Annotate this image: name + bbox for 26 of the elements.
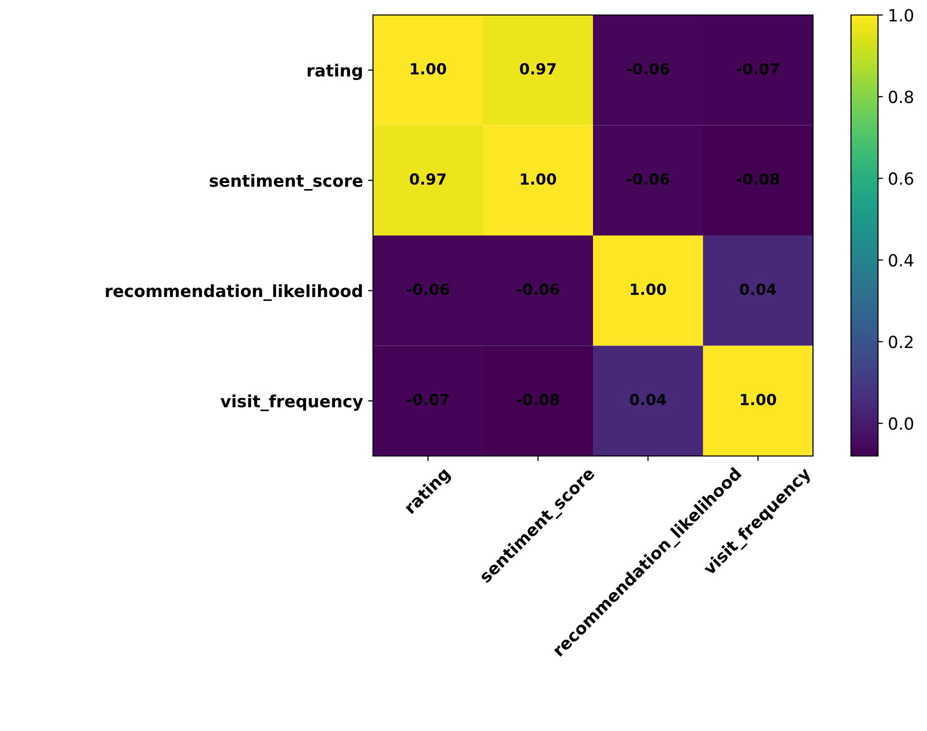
data-label: 0.04	[740, 284, 776, 296]
data-label: -0.06	[626, 63, 670, 75]
data-label: -0.07	[406, 394, 449, 406]
color-bar-label: 0.2	[888, 336, 913, 348]
data-label: 0.97	[410, 173, 446, 185]
data-label: 1.00	[630, 284, 666, 296]
data-label: 1.00	[520, 173, 556, 185]
data-label: -0.08	[736, 173, 780, 185]
color-bar-label: 0.0	[888, 417, 914, 430]
color-bar-label: 0.6	[888, 172, 914, 185]
data-label: -0.06	[516, 284, 560, 296]
color-bar-label: 0.4	[888, 254, 914, 267]
data-label: 1.00	[410, 63, 446, 75]
data-label: 0.04	[630, 394, 666, 406]
y-tick-label: sentiment_score	[210, 174, 362, 191]
y-tick-label: visit_frequency	[220, 394, 363, 412]
y-tick-label: rating	[308, 64, 362, 80]
data-label: -0.06	[406, 284, 450, 296]
data-label: 1.00	[740, 394, 776, 406]
y-tick-label: recommendation_likelihood	[106, 284, 362, 301]
data-label: 0.97	[520, 63, 556, 75]
data-label: -0.06	[626, 173, 670, 185]
data-label: -0.07	[736, 63, 779, 75]
data-label: -0.08	[516, 394, 560, 406]
color-bar-label: 1.0	[890, 8, 914, 22]
color-bar-label: 0.8	[888, 90, 914, 104]
